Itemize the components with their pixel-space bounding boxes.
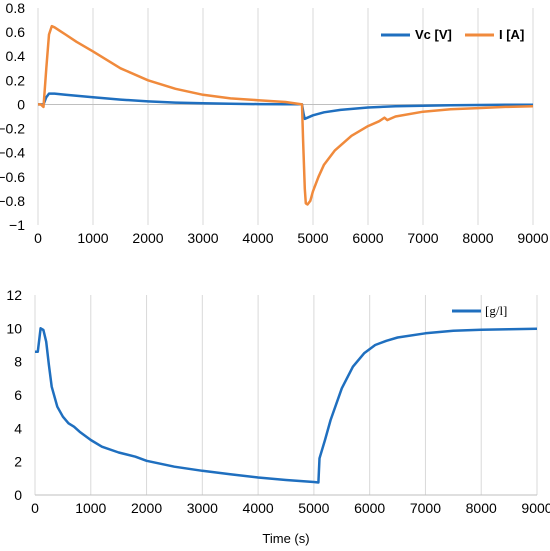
- x-tick-labels: 0 1000 2000 3000 4000 5000 6000 7000 8000 9000: [31, 500, 550, 516]
- series-line: [38, 92, 534, 121]
- x-tick-label: 3000: [187, 230, 218, 246]
- y-tick-label: 2: [14, 454, 22, 470]
- chart-legend: [g/l]: [452, 303, 507, 318]
- x-tick-label: 7000: [407, 230, 438, 246]
- y-tick-label: −0.8: [0, 193, 25, 209]
- x-tick-label: 2000: [131, 500, 162, 516]
- x-tick-label: 0: [31, 500, 39, 516]
- x-tick-label: 1000: [77, 230, 108, 246]
- y-tick-labels: 12 10 8 6 4 2 0: [6, 287, 22, 503]
- x-tick-label: 9000: [521, 500, 550, 516]
- y-tick-label: 0.4: [6, 48, 26, 64]
- x-tick-label: 7000: [410, 500, 441, 516]
- x-tick-label: 5000: [297, 230, 328, 246]
- chart-grid: [34, 295, 538, 495]
- chart-grid: [37, 8, 534, 225]
- series-lines: [35, 327, 538, 484]
- x-tick-label: 0: [34, 230, 42, 246]
- chart-legend: Vc [V] I [A]: [381, 27, 524, 42]
- x-tick-label: 9000: [517, 230, 548, 246]
- y-tick-label: 0.2: [6, 72, 26, 88]
- y-tick-label: 10: [6, 320, 22, 336]
- y-tick-label: −0.4: [0, 145, 25, 161]
- series-line: [38, 24, 534, 206]
- x-tick-labels: 0 1000 2000 3000 4000 5000 6000 7000 8000 9000: [34, 230, 549, 246]
- x-tick-label: 6000: [352, 230, 383, 246]
- x-tick-label: 4000: [243, 500, 274, 516]
- y-tick-label: −0.6: [0, 169, 25, 185]
- y-tick-label: 0.8: [6, 0, 26, 16]
- x-axis-title: Time (s): [262, 531, 309, 546]
- legend-label-i: I [A]: [499, 27, 524, 42]
- x-tick-label: 8000: [462, 230, 493, 246]
- y-tick-label: 4: [14, 420, 22, 436]
- y-tick-label: −0.2: [0, 121, 25, 137]
- legend-label-vc: Vc [V]: [415, 27, 452, 42]
- y-tick-label: 6: [14, 387, 22, 403]
- x-tick-label: 8000: [466, 500, 497, 516]
- y-tick-label: 0.6: [6, 24, 26, 40]
- y-tick-label: 0: [17, 96, 25, 112]
- y-tick-labels: 0.8 0.6 0.4 0.2 0 −0.2 −0.4 −0.6 −0.8 −1: [0, 0, 25, 233]
- x-tick-label: 3000: [187, 500, 218, 516]
- legend-label-gl: [g/l]: [485, 303, 507, 318]
- chart-concentration: 0 1000 2000 3000 4000 5000 6000 7000 8000 9000 12…: [6, 287, 550, 546]
- x-tick-label: 6000: [354, 500, 385, 516]
- x-tick-label: 1000: [75, 500, 106, 516]
- series-lines: [38, 24, 534, 206]
- y-tick-label: 12: [6, 287, 22, 303]
- x-tick-label: 4000: [242, 230, 273, 246]
- x-tick-label: 5000: [298, 500, 329, 516]
- y-tick-label: −1: [9, 217, 25, 233]
- series-line: [35, 327, 538, 484]
- y-tick-label: 8: [14, 354, 22, 370]
- y-tick-label: 0: [14, 487, 22, 503]
- x-tick-label: 2000: [132, 230, 163, 246]
- chart-current-voltage: 0 1000 2000 3000 4000 5000 6000 7000 8000 9000 0.…: [0, 0, 549, 246]
